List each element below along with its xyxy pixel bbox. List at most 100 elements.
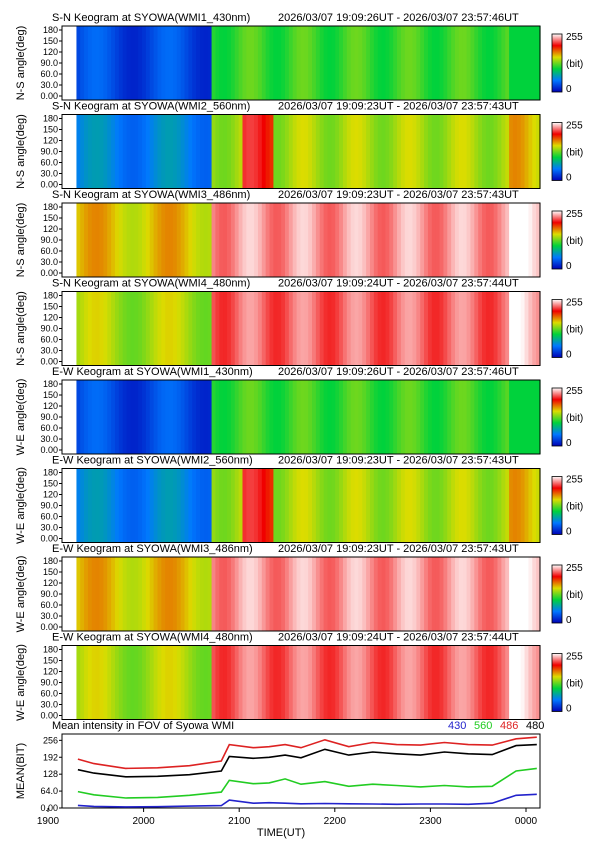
y-tick-label: 180	[43, 202, 58, 212]
y-tick-label: 120	[43, 490, 58, 500]
y-tick-label: 30.0	[40, 80, 58, 90]
keogram-panel: E-W Keogram at SYOWA(WMI1_430nm) 2026/03/…	[15, 366, 583, 455]
keogram-panel: E-W Keogram at SYOWA(WMI3_486nm) 2026/03/…	[15, 543, 583, 632]
colorbar-max: 255	[566, 121, 583, 132]
y-axis-label: N-S angle(deg)	[15, 114, 27, 189]
colorbar-unit: (bit)	[566, 679, 583, 690]
mean-y-tick: 128	[43, 769, 58, 779]
y-tick-label: 0.00	[40, 268, 58, 278]
colorbar-min: 0	[566, 615, 572, 626]
colorbar-max: 255	[566, 386, 583, 397]
y-tick-label: 30.0	[40, 700, 58, 710]
y-tick-label: 30.0	[40, 346, 58, 356]
legend-entry: 480	[526, 720, 544, 732]
y-tick-label: 180	[43, 25, 58, 35]
colorbar: 255 (bit) 0	[551, 32, 583, 95]
y-tick-label: 0.00	[40, 445, 58, 455]
series-line-480	[77, 743, 537, 778]
y-tick-label: 120	[43, 47, 58, 57]
y-tick-label: 0.00	[40, 534, 58, 544]
keogram-image	[62, 203, 541, 277]
x-axis-label: TIME(UT)	[257, 827, 305, 839]
mean-y-tick: 256	[43, 735, 58, 745]
panel-time-range: 2026/03/07 19:09:26UT - 2026/03/07 23:57…	[278, 12, 519, 24]
y-axis-label: W-E angle(deg)	[15, 644, 27, 721]
y-tick-label: 30.0	[40, 257, 58, 267]
y-tick-label: 90.0	[40, 58, 58, 68]
y-axis-label: N-S angle(deg)	[15, 291, 27, 366]
y-axis-label: W-E angle(deg)	[15, 379, 27, 456]
x-tick-label: 2300	[419, 816, 442, 827]
panel-time-range: 2026/03/07 19:09:23UT - 2026/03/07 23:57…	[278, 189, 519, 201]
mean-y-label: MEAN(BIT)	[15, 743, 27, 799]
y-tick-label: 60.0	[40, 600, 58, 610]
panel-title: S-N Keogram at SYOWA(WMI1_430nm)	[52, 12, 250, 24]
legend-entry: 430	[448, 720, 466, 732]
colorbar-unit: (bit)	[566, 236, 583, 247]
keogram-panel: S-N Keogram at SYOWA(WMI3_486nm) 2026/03/…	[15, 189, 583, 278]
mean-plot-frame	[61, 733, 541, 809]
mean-y-tick: 192	[43, 752, 58, 762]
y-tick-label: 90.0	[40, 501, 58, 511]
colorbar-unit: (bit)	[566, 502, 583, 513]
keogram-panel: E-W Keogram at SYOWA(WMI4_480nm) 2026/03/…	[15, 632, 583, 721]
panel-time-range: 2026/03/07 19:09:23UT - 2026/03/07 23:57…	[278, 543, 519, 555]
y-tick-label: 60.0	[40, 689, 58, 699]
x-tick-label: 2000	[132, 816, 155, 827]
y-tick-label: 180	[43, 645, 58, 655]
colorbar-max: 255	[566, 209, 583, 220]
y-tick-label: 180	[43, 291, 58, 301]
colorbar: 255 (bit) 0	[551, 121, 583, 184]
y-tick-label: 60.0	[40, 423, 58, 433]
colorbar-min: 0	[566, 527, 572, 538]
y-tick-label: 150	[43, 302, 58, 312]
series-line-486	[77, 736, 537, 770]
x-tick-label: 0000	[515, 816, 538, 827]
y-tick-label: 90.0	[40, 412, 58, 422]
keogram-image	[62, 645, 541, 720]
y-tick-label: 180	[43, 379, 58, 389]
y-tick-label: 90.0	[40, 324, 58, 334]
colorbar-unit: (bit)	[566, 325, 583, 336]
y-tick-label: 150	[43, 567, 58, 577]
colorbar-min: 0	[566, 84, 572, 95]
y-axis-label: N-S angle(deg)	[15, 26, 27, 101]
keogram-image	[62, 26, 541, 100]
keogram-panel: S-N Keogram at SYOWA(WMI2_560nm) 2026/03/…	[15, 101, 583, 190]
y-tick-label: 150	[43, 125, 58, 135]
mean-panel-title: Mean intensity in FOV of Syowa WMI	[52, 720, 234, 732]
colorbar-max: 255	[566, 563, 583, 574]
y-tick-label: 150	[43, 390, 58, 400]
keogram-panel: E-W Keogram at SYOWA(WMI2_560nm) 2026/03/…	[15, 455, 583, 544]
series-line-430	[77, 793, 537, 808]
colorbar-unit: (bit)	[566, 413, 583, 424]
y-tick-label: 120	[43, 667, 58, 677]
legend-entry: 486	[500, 720, 518, 732]
panel-title: E-W Keogram at SYOWA(WMI3_486nm)	[52, 543, 253, 555]
y-tick-label: 0.00	[40, 711, 58, 721]
y-tick-label: 180	[43, 468, 58, 478]
y-tick-label: 60.0	[40, 335, 58, 345]
colorbar-min: 0	[566, 350, 572, 361]
keogram-panels: S-N Keogram at SYOWA(WMI1_430nm) 2026/03/…	[15, 12, 583, 721]
y-tick-label: 120	[43, 401, 58, 411]
colorbar: 255 (bit) 0	[551, 386, 583, 449]
x-tick-label: 1900	[37, 816, 60, 827]
panel-title: S-N Keogram at SYOWA(WMI3_486nm)	[52, 189, 250, 201]
y-tick-label: 60.0	[40, 69, 58, 79]
y-tick-label: 60.0	[40, 512, 58, 522]
mean-y-tick: 0.00	[40, 803, 58, 813]
panel-time-range: 2026/03/07 19:09:23UT - 2026/03/07 23:57…	[278, 101, 519, 113]
panel-title: E-W Keogram at SYOWA(WMI1_430nm)	[52, 366, 253, 378]
mean-intensity-panel: Mean intensity in FOV of Syowa WMI 430 560…	[15, 720, 544, 813]
y-tick-label: 120	[43, 136, 58, 146]
y-tick-label: 30.0	[40, 434, 58, 444]
keogram-image	[62, 557, 541, 631]
keogram-image	[62, 291, 541, 366]
y-tick-label: 60.0	[40, 158, 58, 168]
y-tick-label: 120	[43, 224, 58, 234]
y-tick-label: 30.0	[40, 523, 58, 533]
keogram-image	[62, 468, 541, 543]
y-tick-label: 60.0	[40, 246, 58, 256]
